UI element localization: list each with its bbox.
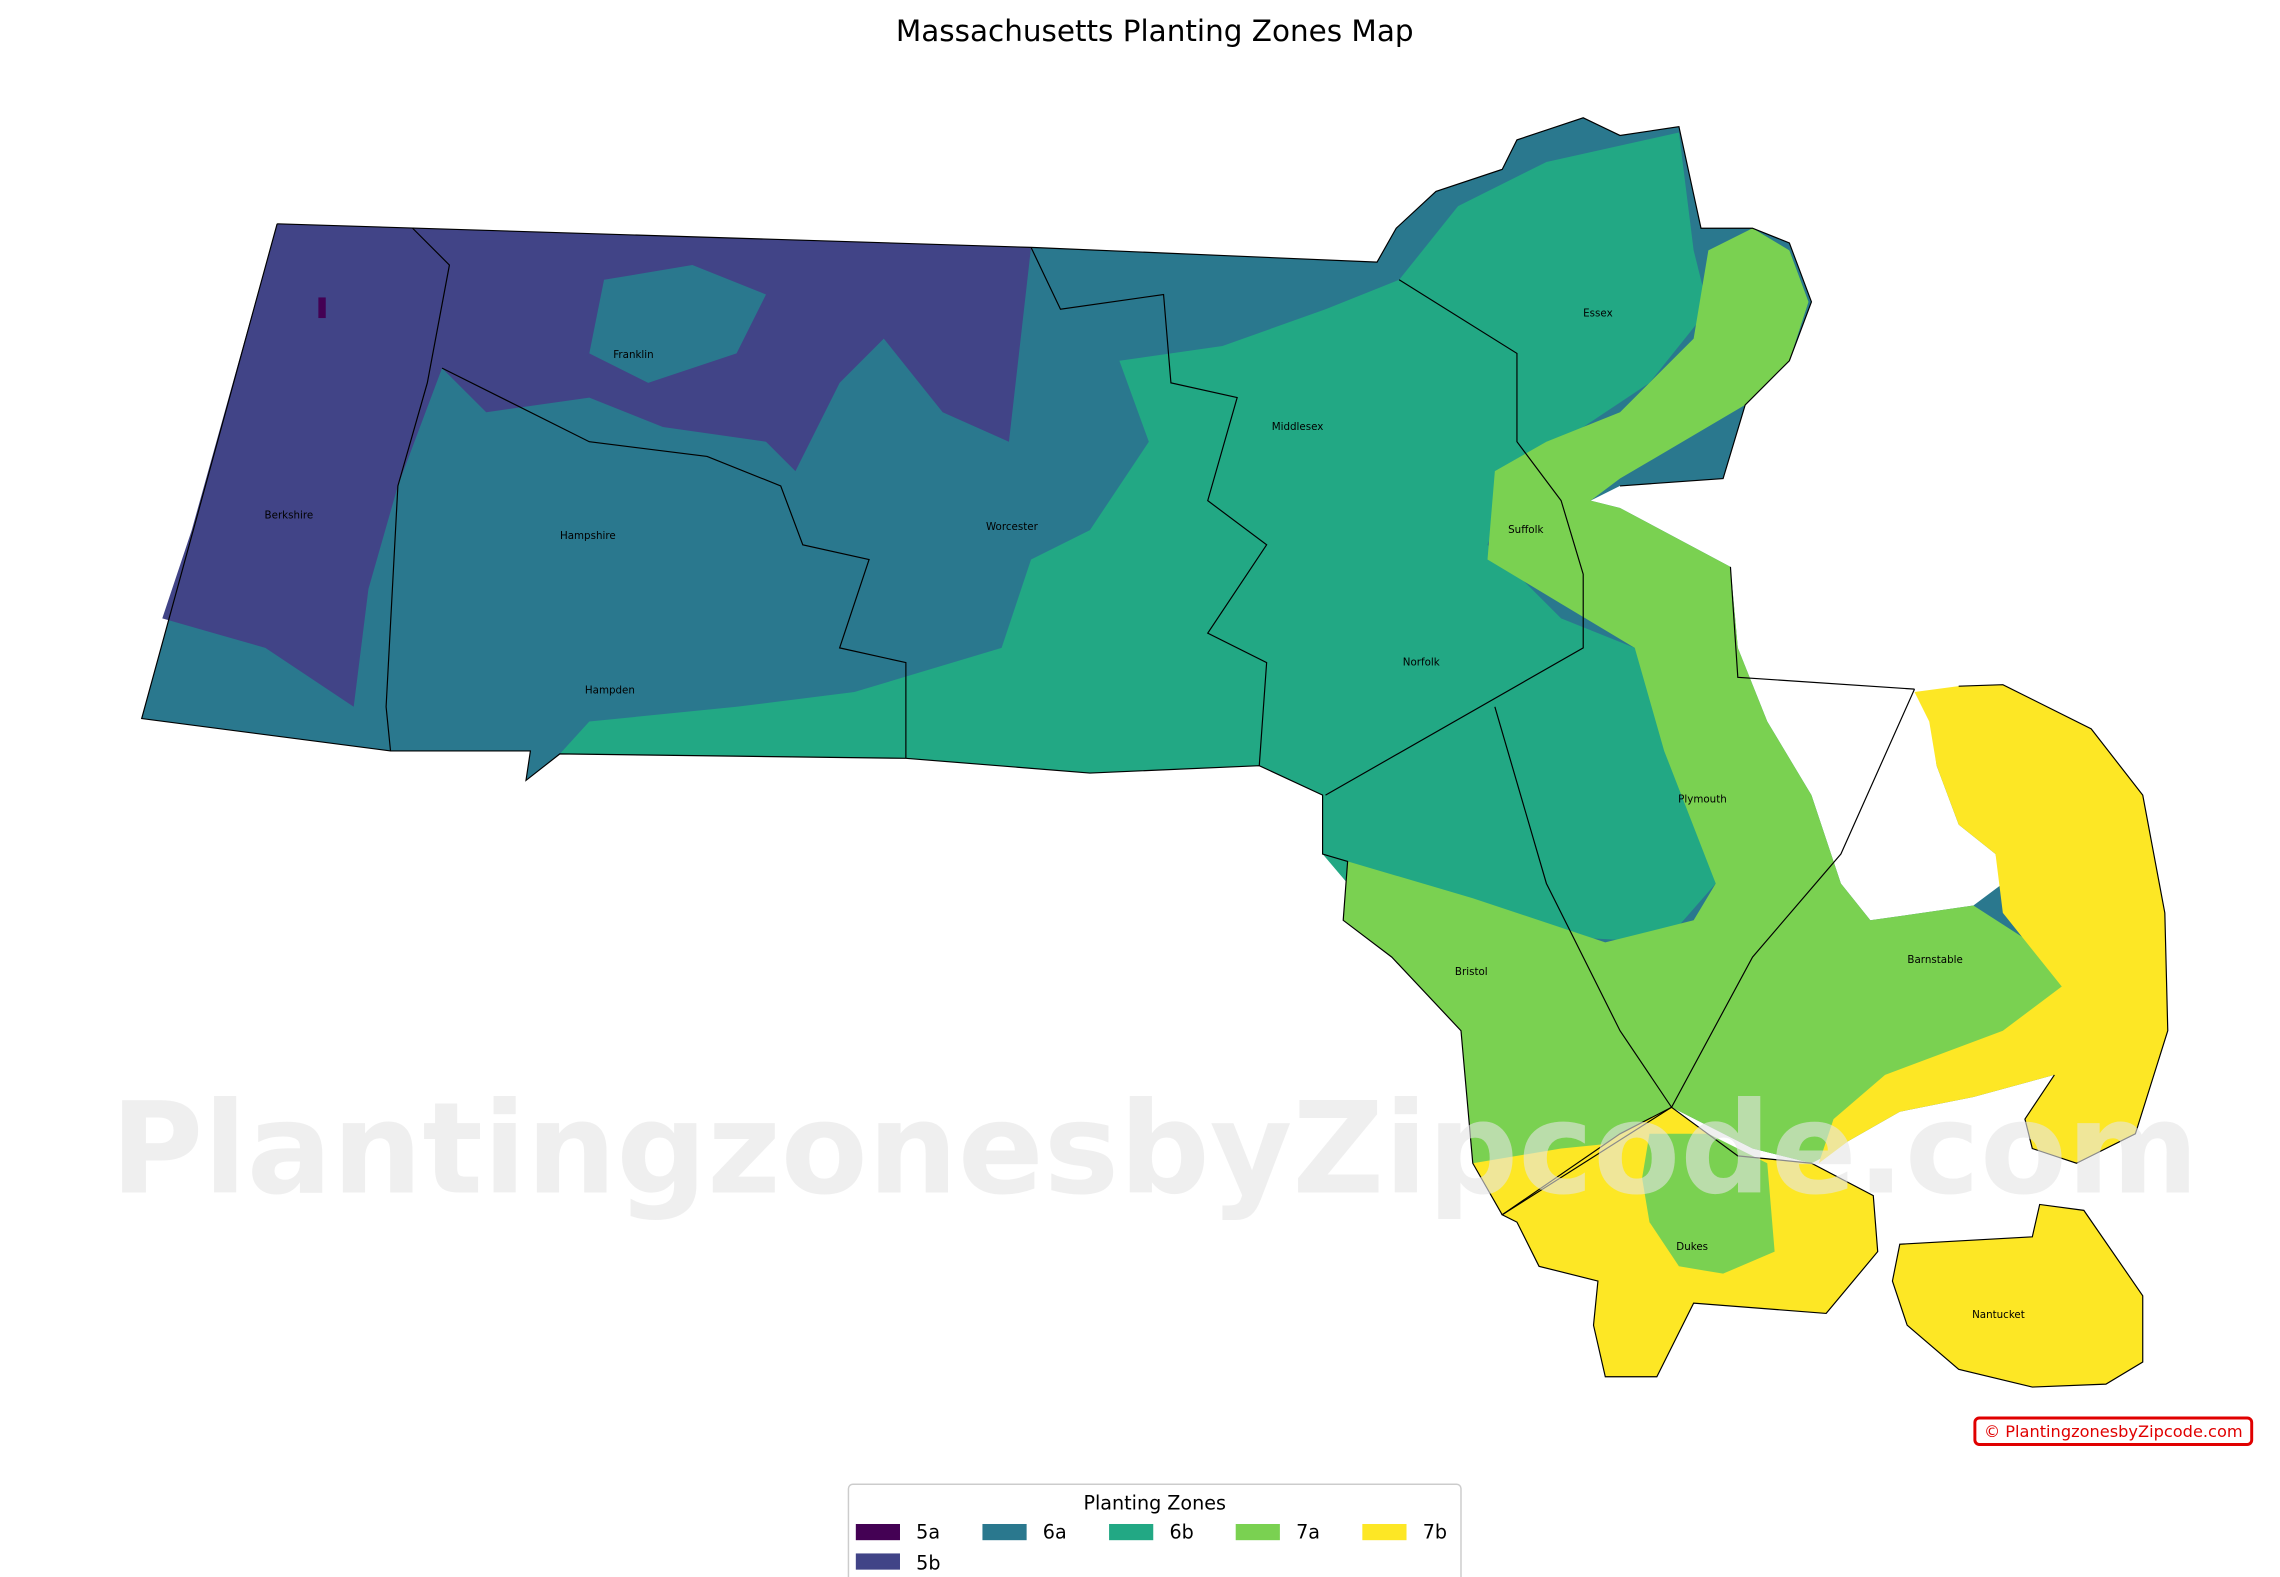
legend-label-6a: 6a: [1043, 1521, 1067, 1544]
county-label-bristol: Bristol: [1455, 966, 1488, 978]
zone-6b-region: [559, 132, 1716, 943]
legend-title: Planting Zones: [1083, 1491, 1226, 1514]
legend-label-7a: 7a: [1296, 1521, 1320, 1544]
county-label-middlesex: Middlesex: [1272, 421, 1324, 433]
legend-item-7a: 7a: [1235, 1521, 1320, 1544]
zone-5b-region: [162, 223, 1032, 707]
zone-7b-cape: [1818, 684, 2168, 1164]
county-label-plymouth: Plymouth: [1678, 793, 1727, 805]
county-boundaries: [140, 117, 2169, 1388]
legend-label-5a: 5a: [916, 1521, 940, 1544]
county-label-suffolk: Suffolk: [1508, 524, 1543, 536]
legend-label-7b: 7b: [1423, 1521, 1447, 1544]
legend-item-6b: 6b: [1109, 1521, 1194, 1544]
map-title: Massachusetts Planting Zones Map: [896, 14, 1414, 48]
legend-label-5b: 5b: [916, 1552, 940, 1575]
copyright-text: © PlantingzonesbyZipcode.com: [1984, 1422, 2243, 1441]
watermark: PlantingzonesbyZipcode.com: [111, 1075, 2199, 1223]
legend-label-6b: 6b: [1169, 1521, 1193, 1544]
county-label-berkshire: Berkshire: [265, 509, 314, 521]
zone-map: [141, 117, 2168, 1388]
legend-item-5b: 5b: [855, 1552, 940, 1575]
zone-6a-patch: [589, 265, 766, 383]
county-label-dukes: Dukes: [1676, 1241, 1708, 1253]
legend-item-7b: 7b: [1362, 1521, 1447, 1544]
zone-5a-spot: [318, 297, 326, 319]
copyright-badge: © PlantingzonesbyZipcode.com: [1973, 1416, 2254, 1446]
county-label-hampden: Hampden: [585, 685, 635, 697]
legend-item-6a: 6a: [982, 1521, 1067, 1544]
zone-7b-nantucket: [1892, 1204, 2143, 1388]
legend: Planting Zones 5a 5b 6a 6b 7a 7b: [847, 1483, 1462, 1577]
county-label-barnstable: Barnstable: [1907, 954, 1962, 966]
county-label-nantucket: Nantucket: [1972, 1309, 2025, 1321]
county-label-essex: Essex: [1583, 308, 1612, 320]
county-labels: Berkshire Franklin Hampshire Hampden Wor…: [265, 308, 2025, 1321]
county-label-worcester: Worcester: [986, 521, 1039, 533]
county-label-hampshire: Hampshire: [560, 530, 616, 542]
zone-7a-region: [1343, 228, 2077, 1215]
county-label-franklin: Franklin: [613, 349, 653, 361]
legend-item-5a: 5a: [855, 1521, 940, 1544]
zone-7a-dukes: [1642, 1133, 1775, 1274]
county-label-norfolk: Norfolk: [1403, 657, 1440, 669]
